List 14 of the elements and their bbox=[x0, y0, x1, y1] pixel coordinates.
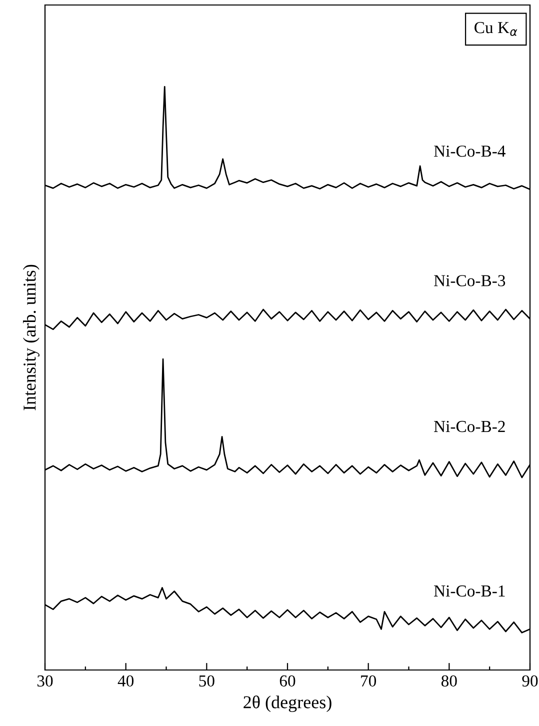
x-tick-label: 70 bbox=[361, 675, 376, 687]
series-label: Ni-Co-B-4 bbox=[434, 146, 506, 157]
x-tick-label: 80 bbox=[441, 675, 457, 687]
series-label: Ni-Co-B-2 bbox=[434, 420, 505, 432]
y-axis-title: Intensity (arb. units) bbox=[23, 264, 40, 410]
x-tick-label: 40 bbox=[118, 675, 134, 687]
text: Cu K$_{α}$ bbox=[474, 22, 518, 36]
x-axis-title: 2θ (degrees) bbox=[244, 696, 332, 712]
x-tick-label: 50 bbox=[199, 675, 214, 687]
x-tick-label: 30 bbox=[37, 675, 53, 687]
series-label: Ni-Co-B-1 bbox=[434, 585, 505, 597]
x-tick-label: 90 bbox=[522, 675, 538, 687]
series-label: Ni-Co-B-3 bbox=[434, 275, 506, 286]
x-tick-label: 60 bbox=[280, 675, 296, 687]
